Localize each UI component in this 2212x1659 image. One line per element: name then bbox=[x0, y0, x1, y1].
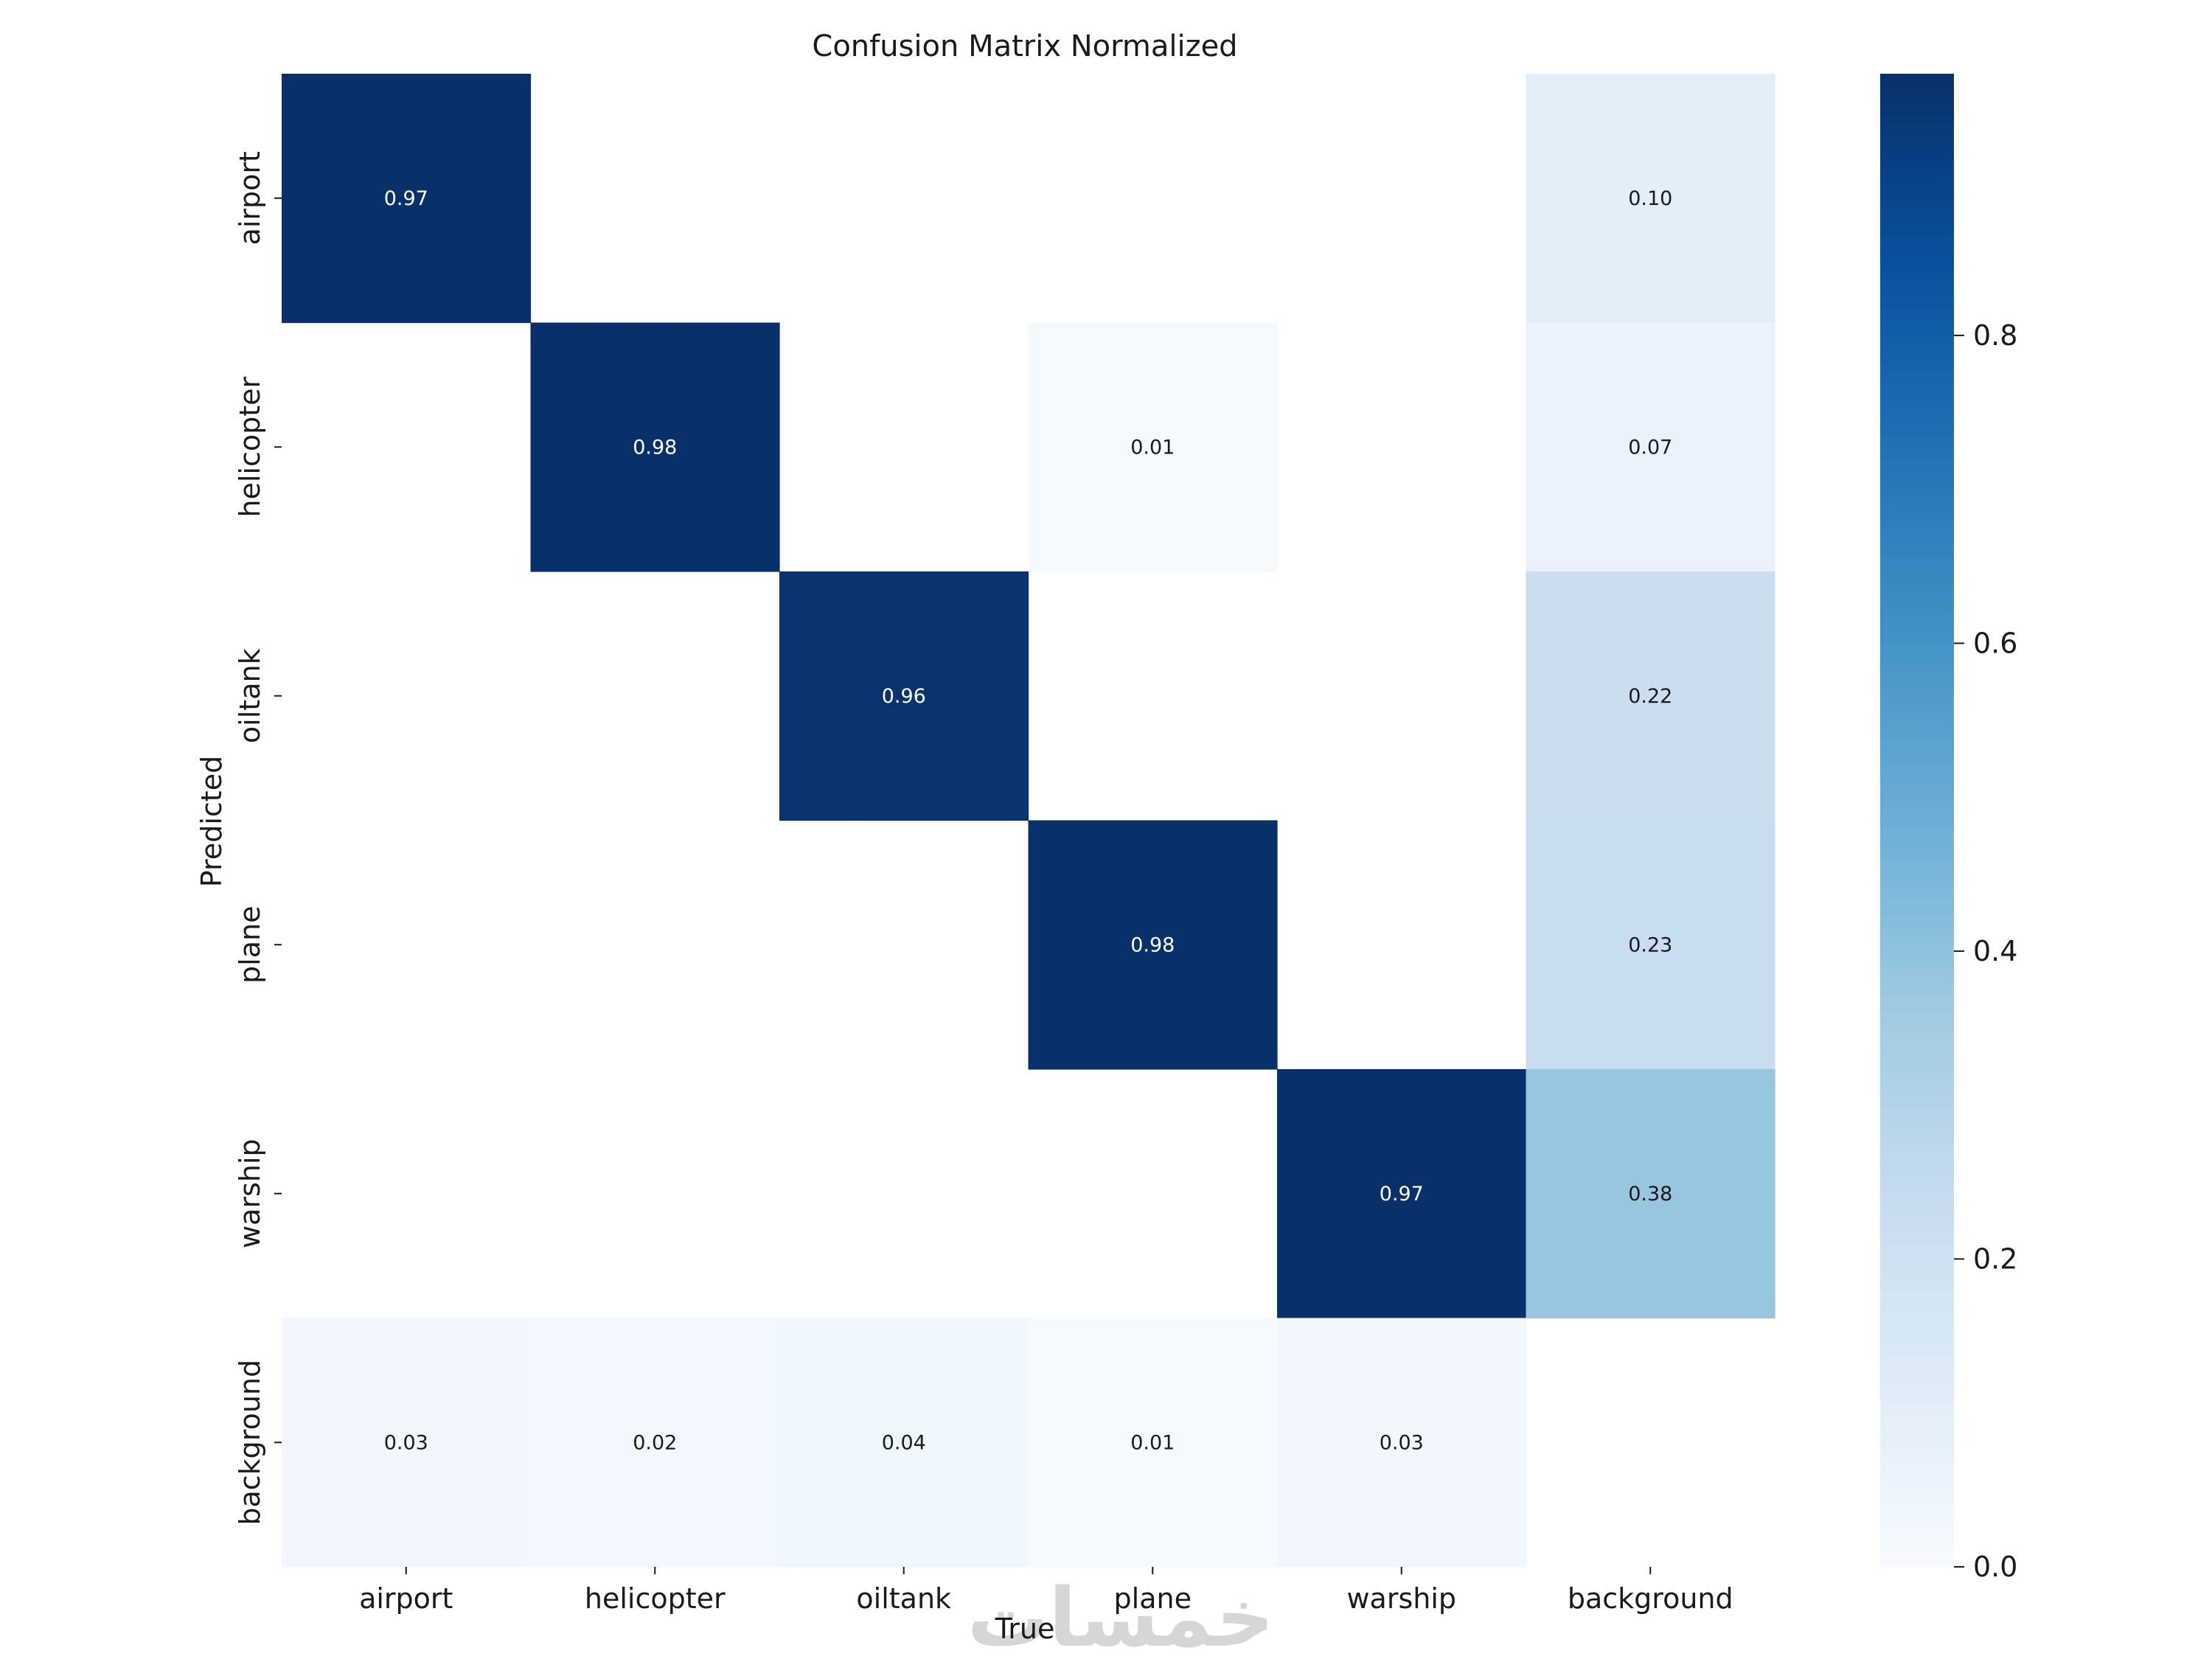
colorbar: 0.0 0.2 0.4 0.6 0.8 bbox=[1880, 74, 2017, 1583]
heatmap-cell bbox=[1028, 322, 1278, 572]
colorbar-tick-label: 0.8 bbox=[1973, 319, 2017, 352]
heatmap-cell-value: 0.01 bbox=[1130, 436, 1175, 459]
heatmap-cell-value: 0.22 bbox=[1628, 685, 1672, 708]
watermark: خمسات bbox=[967, 1571, 1275, 1659]
x-tick-label: background bbox=[1568, 1582, 1733, 1615]
heatmap-cell-value: 0.10 bbox=[1628, 187, 1672, 210]
y-axis-title: Predicted bbox=[195, 756, 228, 887]
heatmap-cell bbox=[530, 322, 780, 572]
heatmap-value-labels: 0.97 0.10 0.98 0.01 0.07 0.96 0.22 0.98 0.23 0.97… bbox=[384, 187, 1673, 1455]
heatmap-cells bbox=[282, 74, 1775, 1568]
heatmap-cell bbox=[779, 1318, 1029, 1568]
chart-title: Confusion Matrix Normalized bbox=[812, 29, 1237, 63]
heatmap-cell-value: 0.38 bbox=[1628, 1183, 1672, 1206]
heatmap-cell-value: 0.23 bbox=[1628, 933, 1672, 956]
y-tick-label: background bbox=[234, 1360, 266, 1526]
colorbar-tick-label: 0.4 bbox=[1973, 935, 2017, 967]
heatmap-cell-value: 0.04 bbox=[882, 1431, 926, 1454]
heatmap-cell bbox=[1526, 322, 1775, 572]
x-axis-ticks: airport helicopter oiltank plane warship back… bbox=[359, 1567, 1733, 1615]
heatmap-cell-value: 0.03 bbox=[384, 1431, 428, 1454]
heatmap-cell bbox=[1526, 571, 1775, 821]
y-tick-label: helicopter bbox=[234, 377, 266, 518]
colorbar-ticks: 0.0 0.2 0.4 0.6 0.8 bbox=[1954, 319, 2017, 1583]
heatmap-cell bbox=[1277, 1069, 1527, 1319]
x-tick-label: oiltank bbox=[856, 1582, 951, 1615]
heatmap-cell bbox=[1028, 1318, 1278, 1568]
heatmap-cell bbox=[779, 571, 1029, 821]
y-tick-label: oiltank bbox=[234, 648, 266, 743]
heatmap-cell-value: 0.01 bbox=[1130, 1431, 1175, 1454]
heatmap-cell-value: 0.97 bbox=[1380, 1183, 1424, 1206]
x-axis-title: True bbox=[995, 1613, 1055, 1645]
x-tick-label: helicopter bbox=[585, 1582, 726, 1615]
heatmap-cell bbox=[1028, 820, 1278, 1070]
colorbar-tick-label: 0.0 bbox=[1973, 1551, 2017, 1583]
heatmap-cell-value: 0.03 bbox=[1380, 1431, 1424, 1454]
x-tick-label: warship bbox=[1346, 1582, 1456, 1615]
colorbar-gradient bbox=[1880, 74, 1954, 1567]
colorbar-tick-label: 0.6 bbox=[1973, 627, 2017, 659]
heatmap-cell-value: 0.02 bbox=[633, 1431, 677, 1454]
y-tick-label: warship bbox=[234, 1138, 266, 1248]
heatmap-cell bbox=[530, 1318, 780, 1568]
heatmap-cell bbox=[1526, 1069, 1775, 1319]
heatmap-cell-value: 0.97 bbox=[384, 187, 428, 210]
heatmap-cell bbox=[1526, 820, 1775, 1070]
heatmap-cell bbox=[282, 74, 532, 324]
heatmap-cell bbox=[1277, 1318, 1527, 1568]
heatmap-cell bbox=[1526, 74, 1775, 324]
heatmap-cell-value: 0.98 bbox=[633, 436, 677, 459]
x-tick-label: plane bbox=[1114, 1582, 1192, 1615]
x-tick-label: airport bbox=[359, 1582, 453, 1615]
heatmap-cell-value: 0.07 bbox=[1628, 436, 1672, 459]
heatmap-cell bbox=[282, 1318, 532, 1568]
y-tick-label: airport bbox=[234, 151, 266, 245]
colorbar-tick-label: 0.2 bbox=[1973, 1242, 2017, 1275]
heatmap-cell-value: 0.98 bbox=[1130, 933, 1175, 956]
heatmap-cell-value: 0.96 bbox=[882, 685, 926, 708]
y-axis-ticks: airport helicopter oiltank plane warship back… bbox=[234, 151, 282, 1526]
y-tick-label: plane bbox=[234, 906, 266, 984]
